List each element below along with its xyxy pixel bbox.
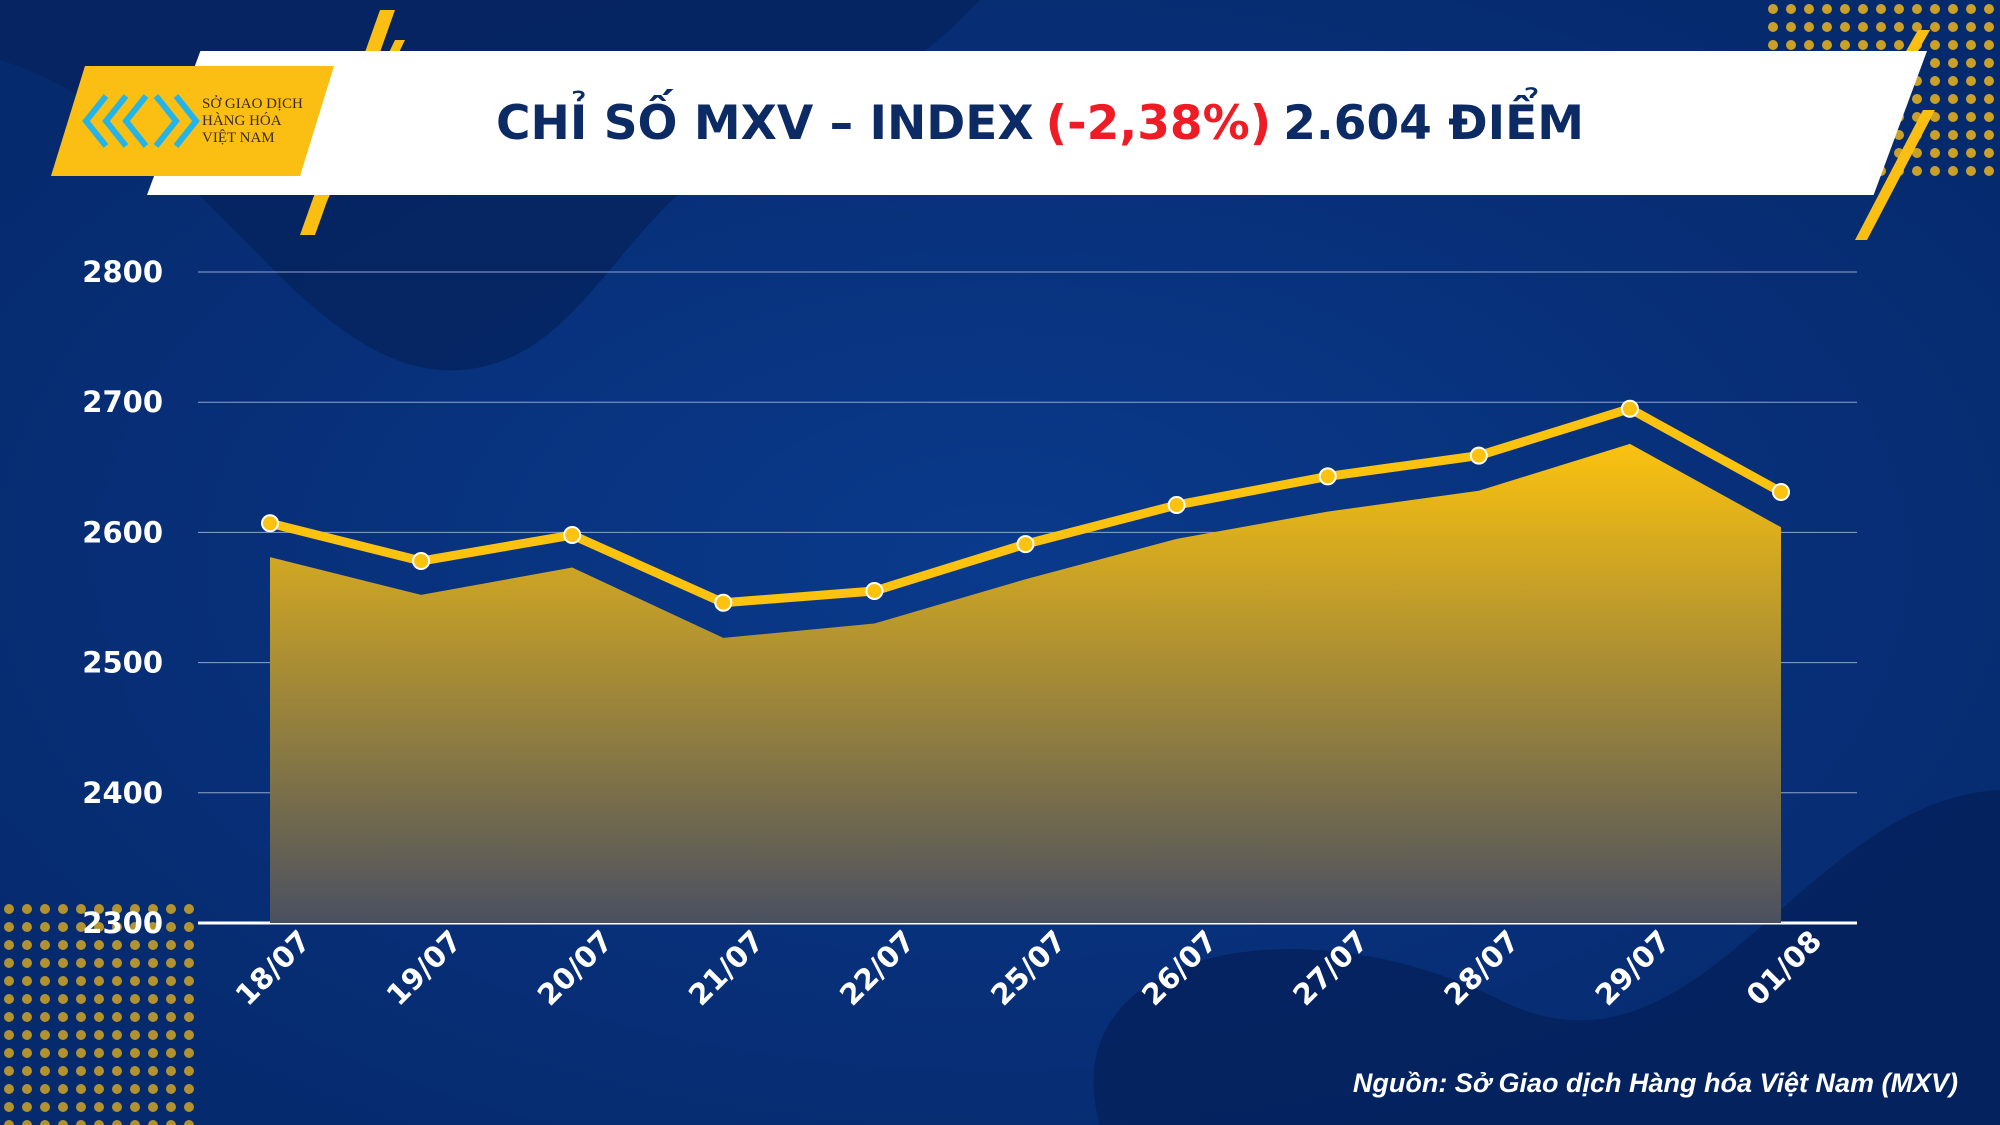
title-banner (147, 51, 1927, 195)
x-tick-label: 22/07 (833, 924, 922, 1013)
title-prefix: CHỈ SỐ MXV – INDEX (496, 95, 1034, 151)
data-point (1016, 535, 1035, 554)
y-tick-label: 2600 (82, 515, 163, 549)
y-tick-label: 2500 (82, 646, 163, 680)
data-point (714, 593, 733, 612)
data-point (1772, 483, 1790, 502)
data-point (412, 552, 431, 571)
logo (51, 66, 334, 176)
logo-line-3: VIỆT NAM (202, 130, 275, 146)
chart-title: CHỈ SỐ MXV – INDEX (-2,38%) 2.604 ĐIỂM (150, 51, 1930, 195)
data-point (1318, 467, 1337, 486)
x-tick-label: 27/07 (1286, 924, 1375, 1013)
x-tick-label: 29/07 (1589, 924, 1678, 1013)
x-tick-label: 01/08 (1740, 924, 1829, 1013)
area-series (270, 443, 1781, 923)
x-tick-label: 26/07 (1135, 924, 1224, 1013)
data-point (563, 526, 582, 545)
title-suffix: 2.604 ĐIỂM (1283, 95, 1584, 151)
logo-line-1: SỞ GIAO DỊCH (202, 96, 303, 112)
logo-mark-icon (82, 94, 200, 148)
data-point (261, 514, 279, 533)
x-tick-label: 20/07 (531, 924, 620, 1013)
source-note: Nguồn: Sở Giao dịch Hàng hóa Việt Nam (M… (1352, 1068, 1958, 1098)
data-point (1620, 399, 1639, 418)
x-tick-label: 18/07 (229, 924, 318, 1013)
y-tick-label: 2400 (82, 776, 163, 810)
logo-text: SỞ GIAO DỊCH HÀNG HÓA VIỆT NAM (202, 96, 303, 147)
y-tick-label: 2700 (82, 385, 163, 419)
data-point (1469, 446, 1488, 465)
logo-line-2: HÀNG HÓA (202, 113, 282, 129)
x-tick-label: 21/07 (682, 924, 771, 1013)
y-tick-label: 2300 (82, 906, 163, 940)
data-point (865, 581, 884, 600)
x-tick-label: 19/07 (380, 924, 469, 1013)
y-tick-label: 2800 (82, 255, 163, 289)
x-tick-label: 25/07 (984, 924, 1073, 1013)
data-point (1167, 496, 1186, 515)
title-change: (-2,38%) (1045, 95, 1272, 151)
x-tick-label: 28/07 (1437, 924, 1526, 1013)
